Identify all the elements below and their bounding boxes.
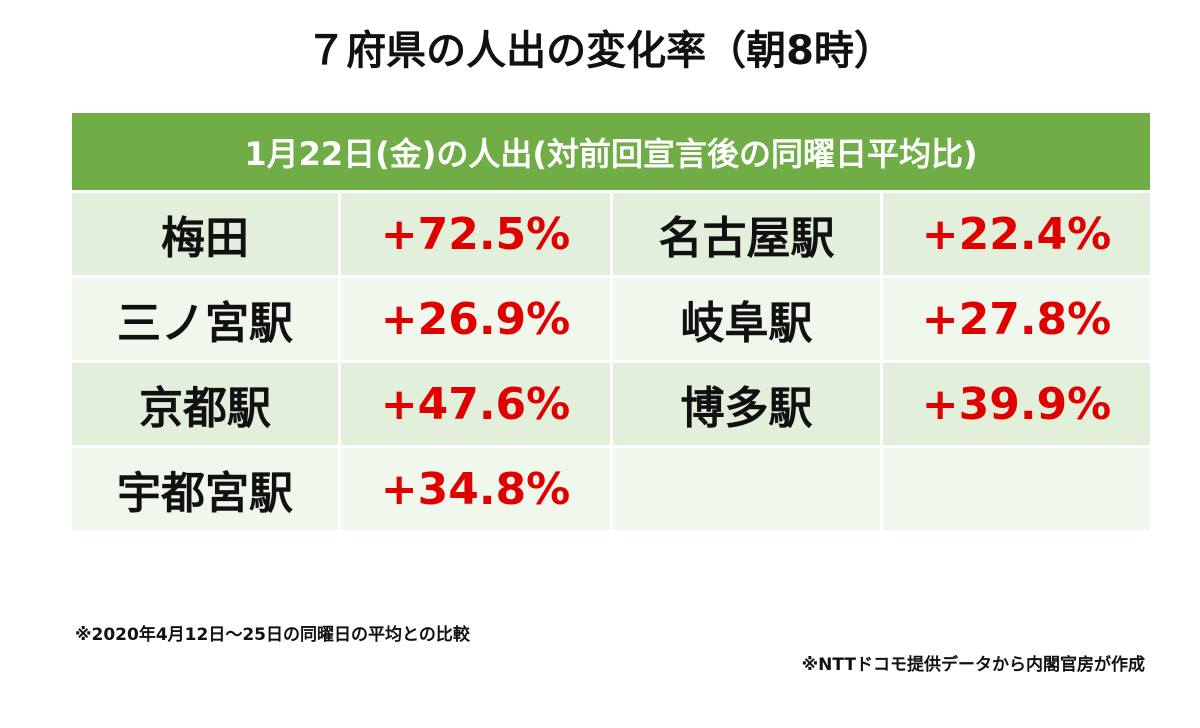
rate-cell: +39.9% xyxy=(883,363,1150,445)
rate-cell: +26.9% xyxy=(341,278,610,360)
station-cell: 梅田 xyxy=(72,193,338,275)
rate-cell xyxy=(883,448,1150,530)
station-cell: 岐阜駅 xyxy=(613,278,880,360)
rate-cell: +34.8% xyxy=(341,448,610,530)
station-cell xyxy=(613,448,880,530)
rate-cell: +47.6% xyxy=(341,363,610,445)
station-cell: 名古屋駅 xyxy=(613,193,880,275)
rate-cell: +72.5% xyxy=(341,193,610,275)
station-cell: 博多駅 xyxy=(613,363,880,445)
source-note: ※NTTドコモ提供データから内閣官房が作成 xyxy=(801,655,1145,675)
rate-cell: +27.8% xyxy=(883,278,1150,360)
title: ７府県の人出の変化率（朝8時） xyxy=(306,28,894,74)
station-cell: 三ノ宮駅 xyxy=(72,278,338,360)
station-cell: 宇都宮駅 xyxy=(72,448,338,530)
rate-cell: +22.4% xyxy=(883,193,1150,275)
station-cell: 京都駅 xyxy=(72,363,338,445)
table-caption: 1月22日(金)の人出(対前回宣言後の同曜日平均比) xyxy=(72,113,1150,190)
footnote: ※2020年4月12日～25日の同曜日の平均との比較 xyxy=(75,625,470,645)
